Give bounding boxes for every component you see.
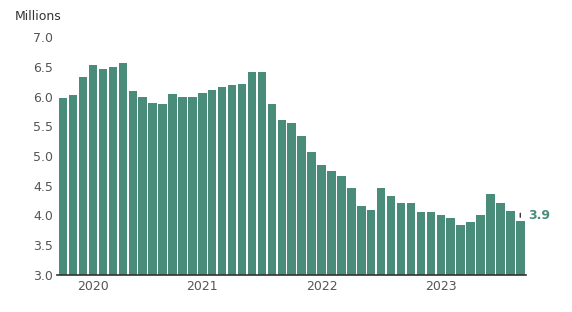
Bar [427, 212, 435, 312]
Bar [238, 84, 247, 312]
Bar [367, 210, 375, 312]
Bar [337, 176, 345, 312]
Bar [456, 225, 465, 312]
Bar [69, 95, 77, 312]
Bar [168, 94, 177, 312]
Bar [277, 120, 286, 312]
Bar [129, 91, 137, 312]
Bar [109, 67, 117, 312]
Bar [486, 194, 495, 312]
Bar [516, 221, 525, 312]
Bar [447, 218, 455, 312]
Bar [257, 72, 266, 312]
Bar [118, 63, 127, 312]
Bar [99, 70, 107, 312]
Bar [198, 93, 206, 312]
Bar [297, 136, 306, 312]
Bar [268, 104, 276, 312]
Bar [138, 97, 147, 312]
Bar [89, 65, 97, 312]
Bar [307, 153, 316, 312]
Bar [218, 87, 227, 312]
Bar [188, 97, 197, 312]
Bar [506, 211, 515, 312]
Bar [288, 123, 296, 312]
Bar [158, 105, 167, 312]
Bar [327, 171, 336, 312]
Bar [347, 188, 356, 312]
Bar [208, 90, 216, 312]
Bar [357, 206, 366, 312]
Bar [248, 72, 256, 312]
Bar [59, 98, 67, 312]
Bar [436, 215, 445, 312]
Bar [148, 103, 157, 312]
Bar [178, 97, 186, 312]
Bar [416, 212, 425, 312]
Bar [317, 165, 326, 312]
Bar [377, 188, 386, 312]
Bar [496, 203, 505, 312]
Text: Millions: Millions [15, 10, 62, 23]
Text: 3.9: 3.9 [528, 209, 550, 222]
Bar [79, 77, 88, 312]
Bar [397, 203, 405, 312]
Bar [228, 85, 236, 312]
Bar [476, 215, 484, 312]
Bar [407, 203, 415, 312]
Bar [387, 196, 395, 312]
Bar [466, 222, 475, 312]
